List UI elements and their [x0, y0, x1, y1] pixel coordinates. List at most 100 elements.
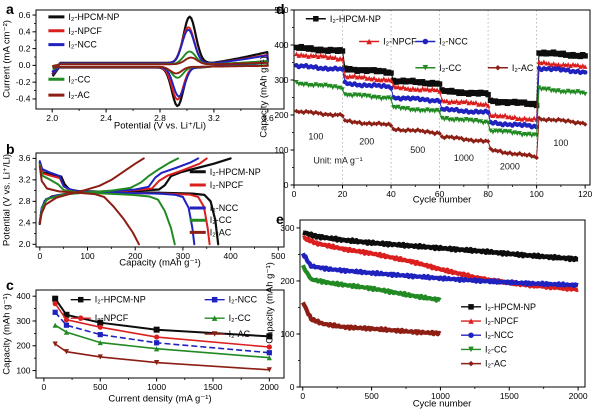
svg-text:I₂-AC: I₂-AC: [485, 359, 507, 369]
rate-markers-0: [52, 295, 273, 340]
svg-text:3.6: 3.6: [19, 153, 31, 163]
panel-b-label: b: [6, 141, 15, 157]
legend-item: I₂-NCC: [189, 203, 239, 213]
panel-c-plot: 0 500 1000 1500 2000 100 200 300 400 I₂-HPCM-NP I₂…: [16, 289, 285, 392]
legend-item: I₂-CC: [204, 313, 251, 323]
legend-item: I₂-NPCF: [461, 316, 519, 326]
svg-text:100: 100: [16, 365, 30, 375]
svg-text:100: 100: [274, 145, 288, 155]
svg-text:400: 400: [223, 251, 237, 261]
legend-item: I₂-AC: [189, 227, 232, 237]
legend-item: I₂-CC: [189, 215, 232, 225]
svg-text:2000: 2000: [260, 382, 279, 392]
svg-text:I₂-HPCM-NP: I₂-HPCM-NP: [210, 167, 261, 177]
panel-b-x-axis-label: Capacity (mAh g⁻¹): [119, 257, 201, 269]
svg-text:3.2: 3.2: [19, 175, 31, 185]
svg-text:100: 100: [553, 138, 568, 148]
svg-text:I₂-HPCM-NP: I₂-HPCM-NP: [485, 302, 536, 312]
step-line-0: [296, 46, 586, 107]
svg-text:I₂-NCC: I₂-NCC: [68, 40, 97, 50]
discharge-curve-1: [38, 162, 211, 246]
panel-b-plot: 0 100 200 300 400 500 2.0 2.4 2.8 3.2 3.6 I₂-HPCM-N…: [19, 152, 286, 261]
svg-text:3.2: 3.2: [208, 113, 220, 123]
svg-text:I₂-AC: I₂-AC: [229, 329, 251, 339]
svg-text:0: 0: [290, 382, 295, 392]
svg-text:I₂-NPCF: I₂-NPCF: [95, 313, 129, 323]
rate-markers-4: [52, 341, 272, 373]
svg-text:I₂-NPCF: I₂-NPCF: [383, 37, 417, 47]
svg-text:I₂-AC: I₂-AC: [68, 90, 90, 100]
svg-text:400: 400: [274, 40, 288, 50]
svg-text:I₂-CC: I₂-CC: [210, 215, 232, 225]
legend-item: I₂-NPCF: [48, 26, 102, 36]
legend-item: I₂-HPCM-NP: [461, 302, 536, 312]
panel-d-y-axis-label: Capacity (mAh g⁻¹): [258, 56, 270, 138]
panel-e-plot: 0 500 1000 1500 2000 0 100 200 300 I₂-HPCM-NP I₂-N…: [280, 219, 588, 401]
legend-item: I₂-HPCM-NP: [70, 295, 146, 305]
svg-text:1500: 1500: [500, 391, 519, 401]
legend-item: I₂-AC: [461, 359, 507, 369]
svg-text:500: 500: [271, 251, 285, 261]
svg-text:100: 100: [530, 189, 544, 199]
step-markers-4: [294, 108, 588, 161]
rate-line-2: [54, 311, 270, 354]
svg-text:200: 200: [280, 276, 294, 286]
legend-item: I₂-AC: [487, 63, 534, 73]
step-markers-0: [293, 43, 588, 109]
svg-text:0: 0: [37, 251, 42, 261]
panel-c-label: c: [6, 277, 14, 293]
legend-item: I₂-CC: [461, 344, 508, 354]
svg-text:20: 20: [338, 189, 348, 199]
svg-text:2000: 2000: [500, 161, 520, 171]
legend-item: I₂-AC: [48, 90, 90, 100]
legend-item: I₂-NCC: [204, 295, 258, 305]
svg-text:I₂-AC: I₂-AC: [210, 227, 232, 237]
cycling-band-4: [301, 301, 442, 337]
legend-item: I₂-NPCF: [359, 37, 417, 47]
svg-text:80: 80: [483, 189, 493, 199]
svg-text:I₂-CC: I₂-CC: [485, 344, 507, 354]
svg-text:300: 300: [274, 75, 288, 85]
legend-item: I₂-HPCM-NP: [48, 12, 119, 22]
svg-text:120: 120: [578, 189, 592, 199]
svg-text:0: 0: [300, 391, 305, 401]
legend-item: I₂-NPCF: [189, 180, 244, 190]
svg-text:2.0: 2.0: [46, 113, 58, 123]
svg-text:500: 500: [93, 382, 107, 392]
svg-text:-0.2: -0.2: [16, 77, 31, 87]
svg-text:I₂-AC: I₂-AC: [512, 63, 534, 73]
svg-text:I₂-NPCF: I₂-NPCF: [210, 180, 244, 190]
svg-text:500: 500: [274, 5, 288, 15]
legend-item: I₂-NCC: [415, 37, 468, 47]
svg-text:3.6: 3.6: [262, 113, 274, 123]
legend-item: I₂-NPCF: [70, 313, 129, 323]
svg-text:100: 100: [280, 329, 294, 339]
panel-d-x-axis-label: Cycle number: [412, 194, 472, 206]
rate-line-1: [54, 303, 270, 348]
svg-text:100: 100: [308, 132, 323, 142]
svg-text:200: 200: [274, 110, 288, 120]
legend-item: I₂-NCC: [461, 330, 514, 340]
svg-text:I₂-HPCM-NP: I₂-HPCM-NP: [68, 12, 119, 22]
svg-text:0.6: 0.6: [19, 10, 31, 20]
svg-text:200: 200: [359, 136, 374, 146]
panel-a-plot: 2.0 2.4 2.8 3.2 3.6 -0.4 -0.2 0.0 0.2 0.4 0.6 I₂-HP…: [16, 9, 285, 123]
svg-text:300: 300: [280, 223, 294, 233]
svg-text:I₂-CC: I₂-CC: [229, 313, 251, 323]
discharge-curve-4: [38, 165, 140, 246]
svg-text:500: 500: [365, 391, 379, 401]
panel-c-x-axis-label: Current density (mA g⁻¹): [108, 393, 212, 405]
legend-item: I₂-HPCM-NP: [305, 14, 381, 24]
svg-text:2.8: 2.8: [19, 196, 31, 206]
cycling-band-2: [300, 252, 579, 289]
panel-a-y-axis-label: Current (mA cm⁻²): [1, 20, 13, 98]
panel-b-y-axis-label: Potential (V vs. Li⁺/Li): [1, 153, 13, 247]
svg-text:1000: 1000: [147, 382, 166, 392]
svg-text:0.2: 0.2: [19, 43, 31, 53]
cv-curve-4: [52, 56, 269, 75]
svg-text:0.0: 0.0: [19, 60, 31, 70]
legend-item: I₂-CC: [415, 63, 462, 73]
svg-text:I₂-NCC: I₂-NCC: [229, 295, 258, 305]
